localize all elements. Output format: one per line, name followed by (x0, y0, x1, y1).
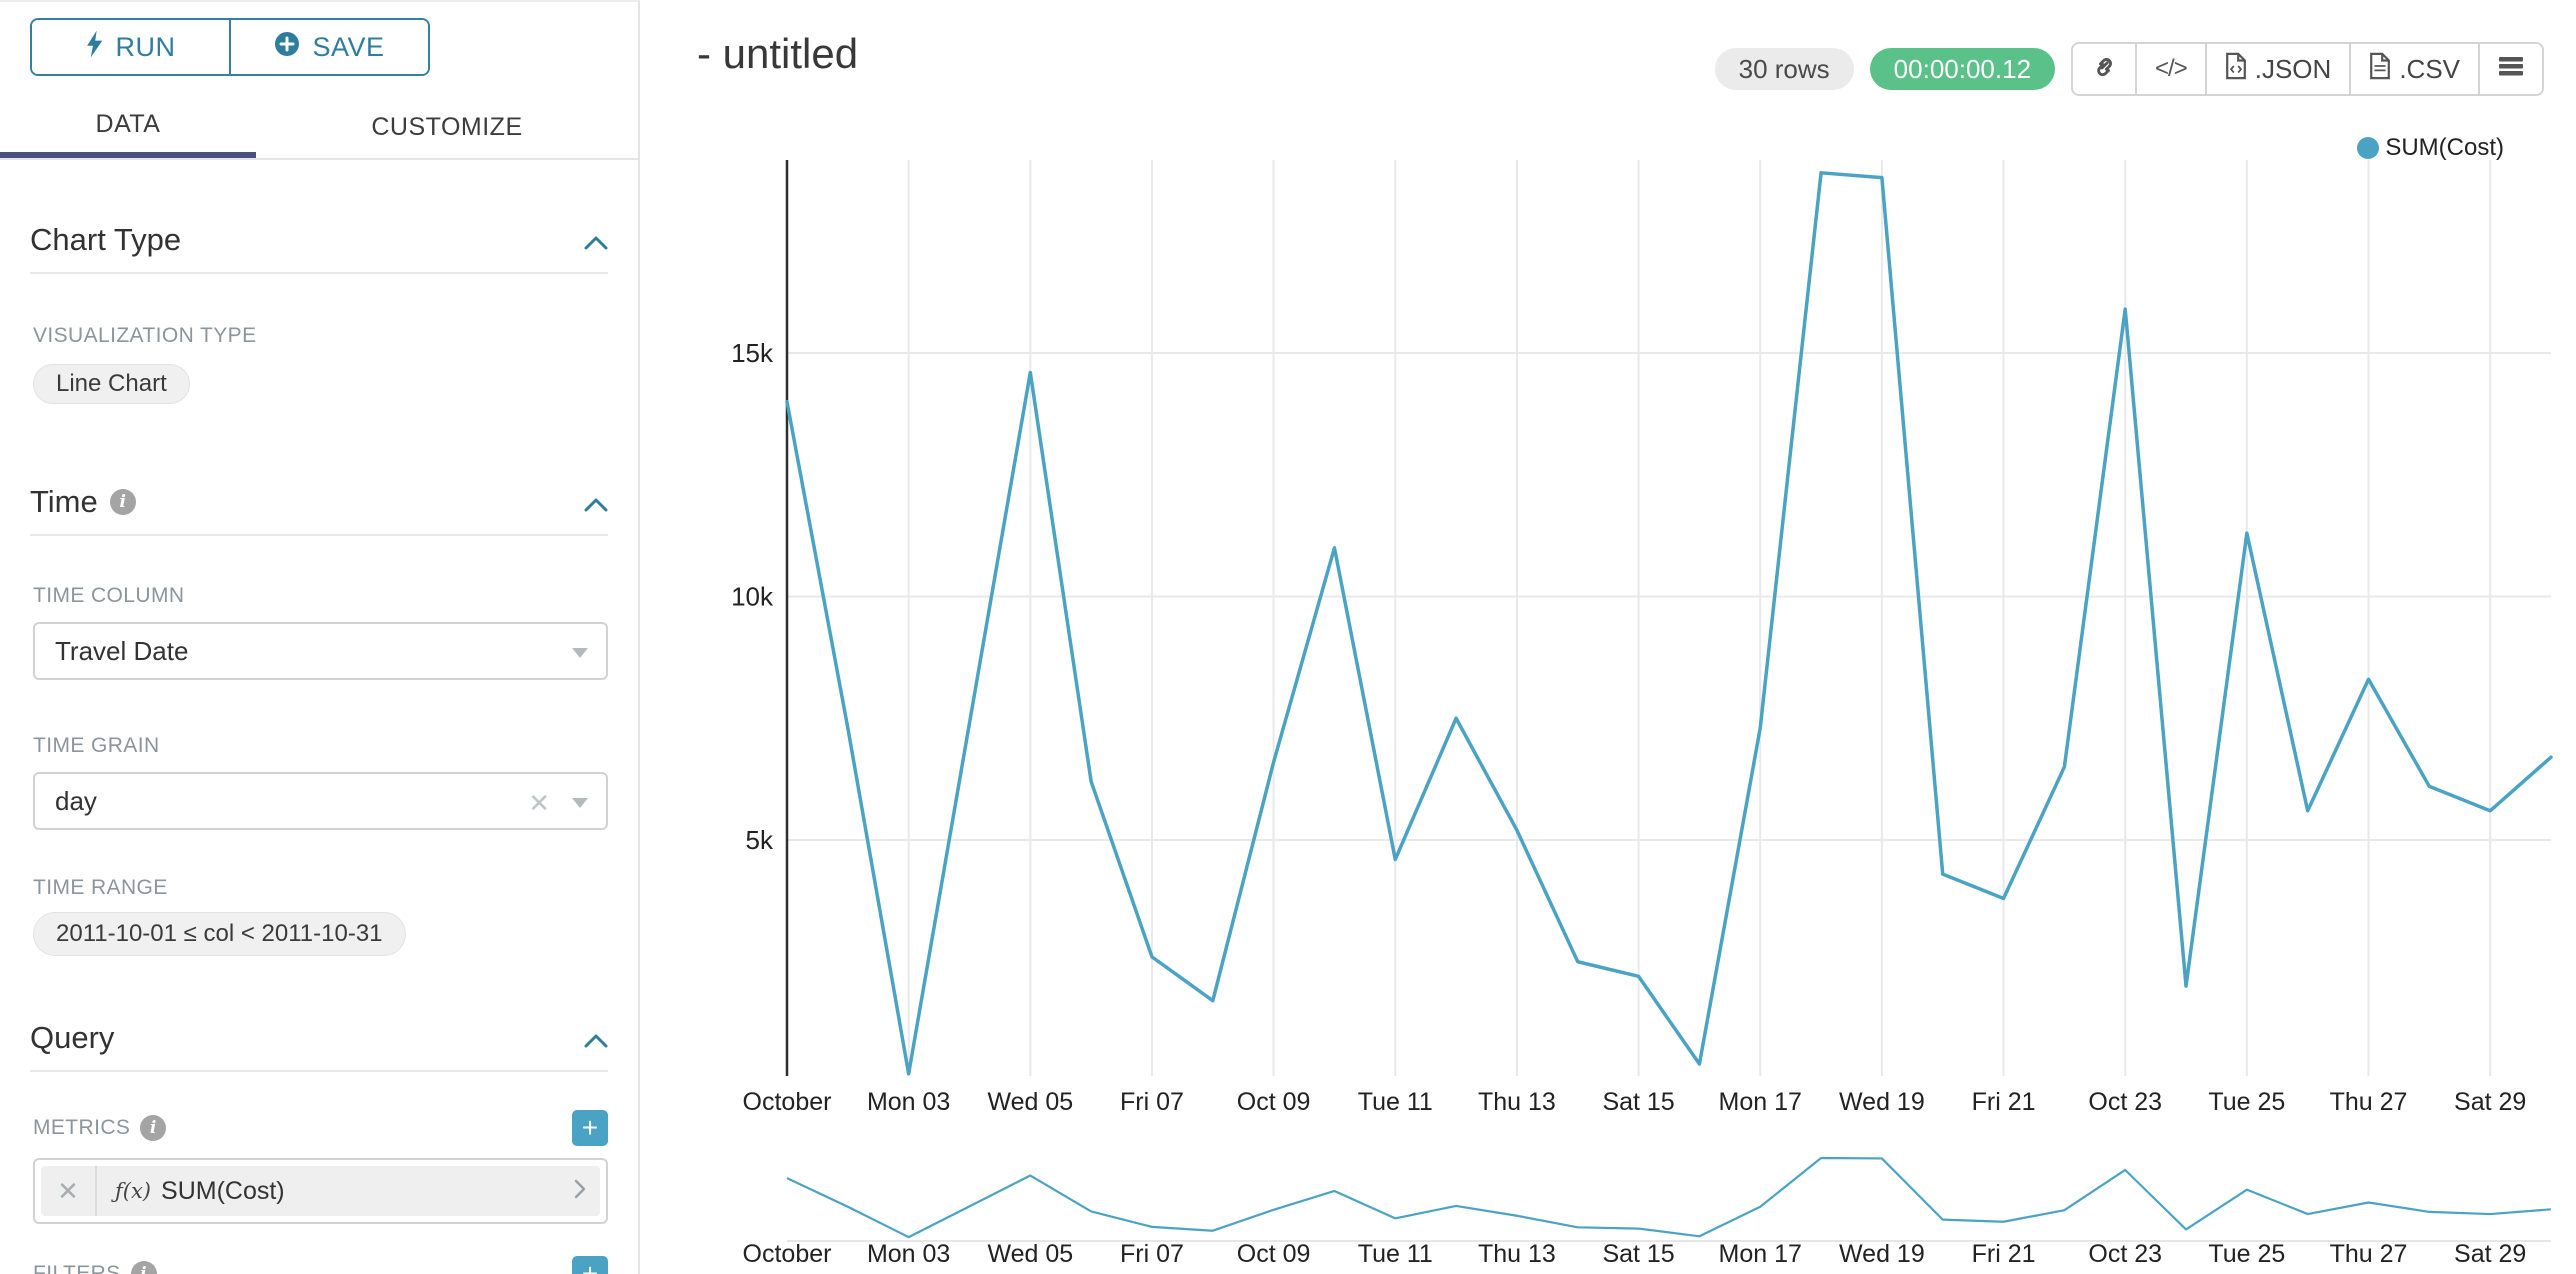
explore-page: RUN SAVE DATA CUSTOMIZE Chart Type V (0, 0, 2576, 1274)
chevron-down-icon (572, 798, 588, 808)
svg-text:Mon 17: Mon 17 (1719, 1088, 1802, 1116)
time-range-pill[interactable]: 2011-10-01 ≤ col < 2011-10-31 (33, 912, 406, 956)
viz-type-value: Line Chart (56, 370, 167, 398)
svg-text:Mon 03: Mon 03 (867, 1088, 950, 1116)
clear-icon[interactable]: ✕ (528, 788, 550, 819)
viz-type-pill[interactable]: Line Chart (33, 364, 190, 404)
time-column-label: TIME COLUMN (33, 584, 638, 608)
tab-customize[interactable]: CUSTOMIZE (256, 96, 638, 158)
svg-text:Fri 07: Fri 07 (1120, 1088, 1184, 1116)
tab-data[interactable]: DATA (0, 96, 256, 158)
svg-text:Thu 13: Thu 13 (1478, 1088, 1556, 1116)
chevron-up-icon[interactable] (584, 222, 608, 258)
time-section: Time i (0, 484, 638, 536)
lightning-icon (86, 30, 104, 65)
time-range-value: 2011-10-01 ≤ col < 2011-10-31 (56, 920, 383, 948)
run-button[interactable]: RUN (32, 20, 229, 74)
save-button-label: SAVE (312, 32, 384, 63)
svg-text:10k: 10k (731, 582, 774, 612)
svg-text:Wed 19: Wed 19 (1839, 1088, 1925, 1116)
viz-type-label: VISUALIZATION TYPE (33, 324, 638, 348)
time-range-label: TIME RANGE (33, 876, 638, 900)
add-metric-button[interactable]: + (572, 1110, 608, 1146)
svg-text:Oct 23: Oct 23 (2088, 1240, 2162, 1268)
save-button[interactable]: SAVE (229, 20, 428, 74)
svg-text:Thu 27: Thu 27 (2330, 1240, 2408, 1268)
chart-panel: - untitled 30 rows 00:00:00.12 </> (640, 0, 2576, 1274)
svg-text:Wed 05: Wed 05 (987, 1240, 1073, 1268)
svg-text:Tue 11: Tue 11 (1358, 1240, 1433, 1268)
query-section: Query (0, 1020, 638, 1072)
line-chart[interactable]: 5k 10k 15k October October Mon 03 Mon 03 Wed 05… (640, 0, 2576, 1274)
info-icon[interactable]: i (131, 1261, 157, 1274)
svg-text:5k: 5k (746, 825, 774, 855)
chevron-down-icon (572, 648, 588, 658)
time-section-title: Time (30, 484, 98, 520)
svg-text:Wed 05: Wed 05 (987, 1088, 1073, 1116)
svg-text:Oct 23: Oct 23 (2088, 1088, 2162, 1116)
svg-text:Sat 29: Sat 29 (2454, 1240, 2526, 1268)
info-icon[interactable]: i (140, 1115, 166, 1141)
control-panel: RUN SAVE DATA CUSTOMIZE Chart Type V (0, 0, 640, 1274)
metric-value: SUM(Cost) (161, 1177, 574, 1206)
chart-type-section: Chart Type (0, 222, 638, 274)
svg-text:Thu 13: Thu 13 (1478, 1240, 1556, 1268)
svg-text:Sat 15: Sat 15 (1602, 1088, 1674, 1116)
svg-text:Oct 09: Oct 09 (1237, 1240, 1311, 1268)
svg-text:Thu 27: Thu 27 (2330, 1088, 2408, 1116)
plus-circle-icon (274, 31, 300, 64)
svg-text:Tue 25: Tue 25 (2208, 1240, 2285, 1268)
svg-text:Mon 17: Mon 17 (1719, 1240, 1802, 1268)
svg-text:Fri 21: Fri 21 (1972, 1240, 2036, 1268)
function-icon: ƒ(x) (115, 1179, 151, 1203)
run-button-label: RUN (116, 32, 176, 63)
svg-text:Oct 09: Oct 09 (1237, 1088, 1311, 1116)
svg-text:Sat 29: Sat 29 (2454, 1088, 2526, 1116)
chevron-up-icon[interactable] (584, 1020, 608, 1056)
chevron-up-icon[interactable] (584, 484, 608, 520)
metric-control: ✕ ƒ(x) SUM(Cost) (33, 1158, 608, 1224)
section-divider (30, 1070, 608, 1072)
query-section-title: Query (30, 1020, 114, 1056)
metrics-label: METRICS i (33, 1115, 166, 1141)
info-icon[interactable]: i (110, 489, 136, 515)
time-grain-value: day (55, 786, 97, 817)
svg-text:Tue 11: Tue 11 (1358, 1088, 1433, 1116)
svg-text:October: October (743, 1240, 832, 1268)
svg-text:15k: 15k (731, 338, 774, 368)
filters-label: FILTERS i (33, 1261, 157, 1274)
metric-chip[interactable]: ✕ ƒ(x) SUM(Cost) (41, 1166, 600, 1216)
run-save-button-group: RUN SAVE (30, 18, 430, 76)
panel-tabs: DATA CUSTOMIZE (0, 96, 638, 160)
time-grain-select[interactable]: day ✕ (33, 772, 608, 830)
time-column-select[interactable]: Travel Date (33, 622, 608, 680)
time-column-value: Travel Date (55, 636, 188, 667)
section-divider (30, 272, 608, 274)
chevron-right-icon (574, 1179, 586, 1204)
svg-text:October: October (743, 1088, 832, 1116)
svg-text:Mon 03: Mon 03 (867, 1240, 950, 1268)
time-grain-label: TIME GRAIN (33, 734, 638, 758)
svg-text:Fri 21: Fri 21 (1972, 1088, 2036, 1116)
svg-text:Sat 15: Sat 15 (1602, 1240, 1674, 1268)
section-divider (30, 534, 608, 536)
remove-metric-icon[interactable]: ✕ (41, 1166, 97, 1216)
chart-type-section-title: Chart Type (30, 222, 181, 258)
svg-text:Fri 07: Fri 07 (1120, 1240, 1184, 1268)
svg-text:Wed 19: Wed 19 (1839, 1240, 1925, 1268)
svg-text:Tue 25: Tue 25 (2208, 1088, 2285, 1116)
add-filter-button[interactable]: + (572, 1256, 608, 1274)
